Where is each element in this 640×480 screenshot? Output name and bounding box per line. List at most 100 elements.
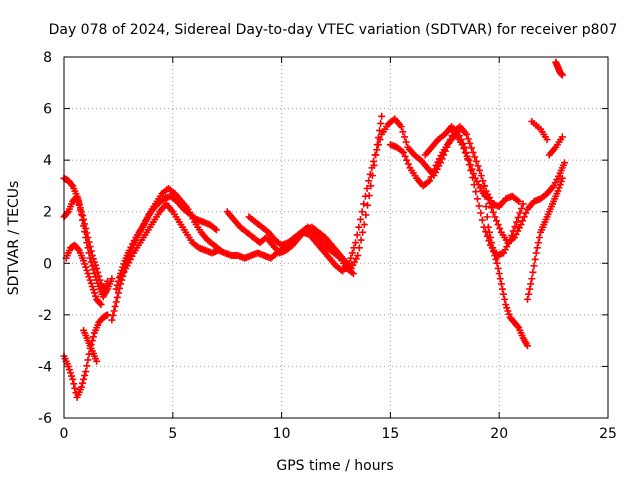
data-point-interp xyxy=(519,217,527,225)
data-point-interp xyxy=(557,136,565,144)
data-point xyxy=(460,143,468,151)
data-point-interp xyxy=(426,145,434,153)
data-point-interp xyxy=(115,273,123,281)
data-point-interp xyxy=(470,181,478,189)
series-arc12 xyxy=(386,130,568,247)
data-point-interp xyxy=(363,185,371,193)
data-point xyxy=(532,249,540,257)
data-point-interp xyxy=(81,371,89,379)
data-point-interp xyxy=(143,214,151,222)
series-arc10 xyxy=(245,213,357,278)
data-point-interp xyxy=(174,215,182,223)
data-point-interp xyxy=(87,258,95,266)
x-tick-label: 15 xyxy=(381,426,399,442)
data-point-interp xyxy=(154,210,162,218)
data-point-interp xyxy=(477,172,485,180)
data-point-interp xyxy=(74,245,82,253)
data-point xyxy=(108,316,116,324)
data-point-interp xyxy=(94,321,102,329)
data-point-interp xyxy=(78,379,86,387)
data-point-interp xyxy=(402,138,410,146)
data-point xyxy=(84,270,92,278)
data-point-interp xyxy=(476,184,484,192)
data-point-interp xyxy=(76,206,84,214)
data-point-interp xyxy=(403,156,411,164)
data-point-interp xyxy=(169,188,177,196)
data-point-interp xyxy=(269,234,277,242)
data-point-interp xyxy=(65,366,73,374)
series-arc2 xyxy=(60,192,116,301)
data-point-interp xyxy=(315,234,323,242)
data-point-interp xyxy=(468,165,476,173)
data-point-interp xyxy=(411,172,419,180)
data-point-interp xyxy=(399,128,407,136)
y-tick-label: -2 xyxy=(38,308,52,324)
data-point-interp xyxy=(404,160,412,168)
data-point-interp xyxy=(531,255,539,263)
data-point-interp xyxy=(430,165,438,173)
data-point-interp xyxy=(409,149,417,157)
data-point-interp xyxy=(89,286,97,294)
data-point-interp xyxy=(495,270,503,278)
data-point-interp xyxy=(93,276,101,284)
data-point-interp xyxy=(483,232,491,240)
data-point xyxy=(558,174,566,182)
data-point-interp xyxy=(444,141,452,149)
data-point-interp xyxy=(335,253,343,261)
data-points xyxy=(60,58,568,401)
data-point-interp xyxy=(350,244,358,252)
data-point-interp xyxy=(83,334,91,342)
data-point-interp xyxy=(200,246,208,254)
data-point xyxy=(484,223,492,231)
y-axis-label: SDTVAR / TECUs xyxy=(6,181,22,296)
data-point-interp xyxy=(422,162,430,170)
data-point-interp xyxy=(86,276,94,284)
data-point-interp xyxy=(475,202,483,210)
data-point-interp xyxy=(529,268,537,276)
data-point-interp xyxy=(87,279,95,287)
series-arc4 xyxy=(60,311,112,401)
data-point-interp xyxy=(80,222,88,230)
series-arc17 xyxy=(528,117,551,144)
data-point xyxy=(352,239,360,247)
data-point-interp xyxy=(513,321,521,329)
data-point-interp xyxy=(478,216,486,224)
data-point-interp xyxy=(360,200,368,208)
data-point-interp xyxy=(324,252,332,260)
data-point-interp xyxy=(89,266,97,274)
data-point-interp xyxy=(182,203,190,211)
data-point-interp xyxy=(74,197,82,205)
data-point-interp xyxy=(67,369,75,377)
data-point-interp xyxy=(509,227,517,235)
data-point-interp xyxy=(92,273,100,281)
data-point-interp xyxy=(287,243,295,251)
data-point-interp xyxy=(311,237,319,245)
data-point-interp xyxy=(540,221,548,229)
data-point-interp xyxy=(368,164,376,172)
data-point-interp xyxy=(496,224,504,232)
data-point-interp xyxy=(486,234,494,241)
data-point-interp xyxy=(522,209,530,217)
data-point-interp xyxy=(370,157,378,165)
data-point xyxy=(513,218,521,226)
data-point-interp xyxy=(246,252,254,260)
data-point-interp xyxy=(467,144,475,152)
series-arc16 xyxy=(545,133,566,159)
data-point-interp xyxy=(85,273,93,281)
data-point-interp xyxy=(501,295,509,303)
series-arc11 xyxy=(339,115,523,275)
data-point-interp xyxy=(415,155,423,163)
data-point-interp xyxy=(63,209,71,217)
data-point-interp xyxy=(347,254,355,262)
data-point-interp xyxy=(530,262,538,270)
data-point-interp xyxy=(520,213,528,221)
data-point-interp xyxy=(505,310,513,318)
data-point-interp xyxy=(88,262,96,270)
data-point xyxy=(497,280,505,288)
data-point-interp xyxy=(76,386,84,394)
data-point-interp xyxy=(481,192,489,200)
data-point-interp xyxy=(78,254,86,262)
data-point xyxy=(371,151,379,159)
data-point-interp xyxy=(362,211,370,219)
data-point-interp xyxy=(107,277,115,285)
